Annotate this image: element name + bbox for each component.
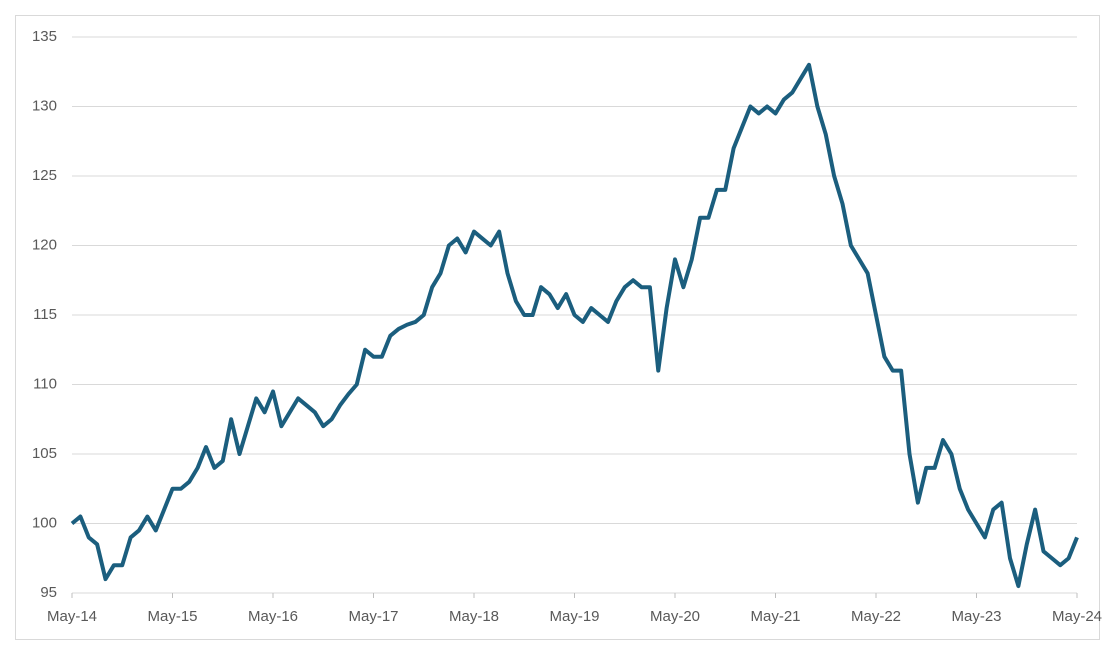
x-tick-label: May-19	[549, 608, 599, 625]
data-line	[70, 62, 1079, 589]
x-tick-label: May-14	[47, 608, 97, 625]
chart-frame	[15, 15, 1100, 640]
y-tick-label: 95	[40, 584, 57, 601]
y-tick-label: 100	[32, 514, 57, 531]
x-tick-label: May-21	[750, 608, 800, 625]
y-tick-label: 105	[32, 445, 57, 462]
x-tick-label: May-22	[851, 608, 901, 625]
y-tick-label: 115	[33, 306, 57, 323]
y-tick-label: 120	[32, 236, 57, 253]
y-tick-label: 135	[32, 28, 57, 45]
x-tick-label: May-16	[248, 608, 298, 625]
x-tick-label: May-15	[147, 608, 197, 625]
x-tick-label: May-20	[650, 608, 700, 625]
x-tick-label: May-24	[1052, 608, 1102, 625]
y-tick-label: 130	[32, 97, 57, 114]
x-tick-label: May-17	[348, 608, 398, 625]
x-tick-label: May-23	[951, 608, 1001, 625]
x-tick-label: May-18	[449, 608, 499, 625]
y-tick-label: 125	[32, 167, 57, 184]
y-tick-label: 110	[33, 375, 57, 392]
